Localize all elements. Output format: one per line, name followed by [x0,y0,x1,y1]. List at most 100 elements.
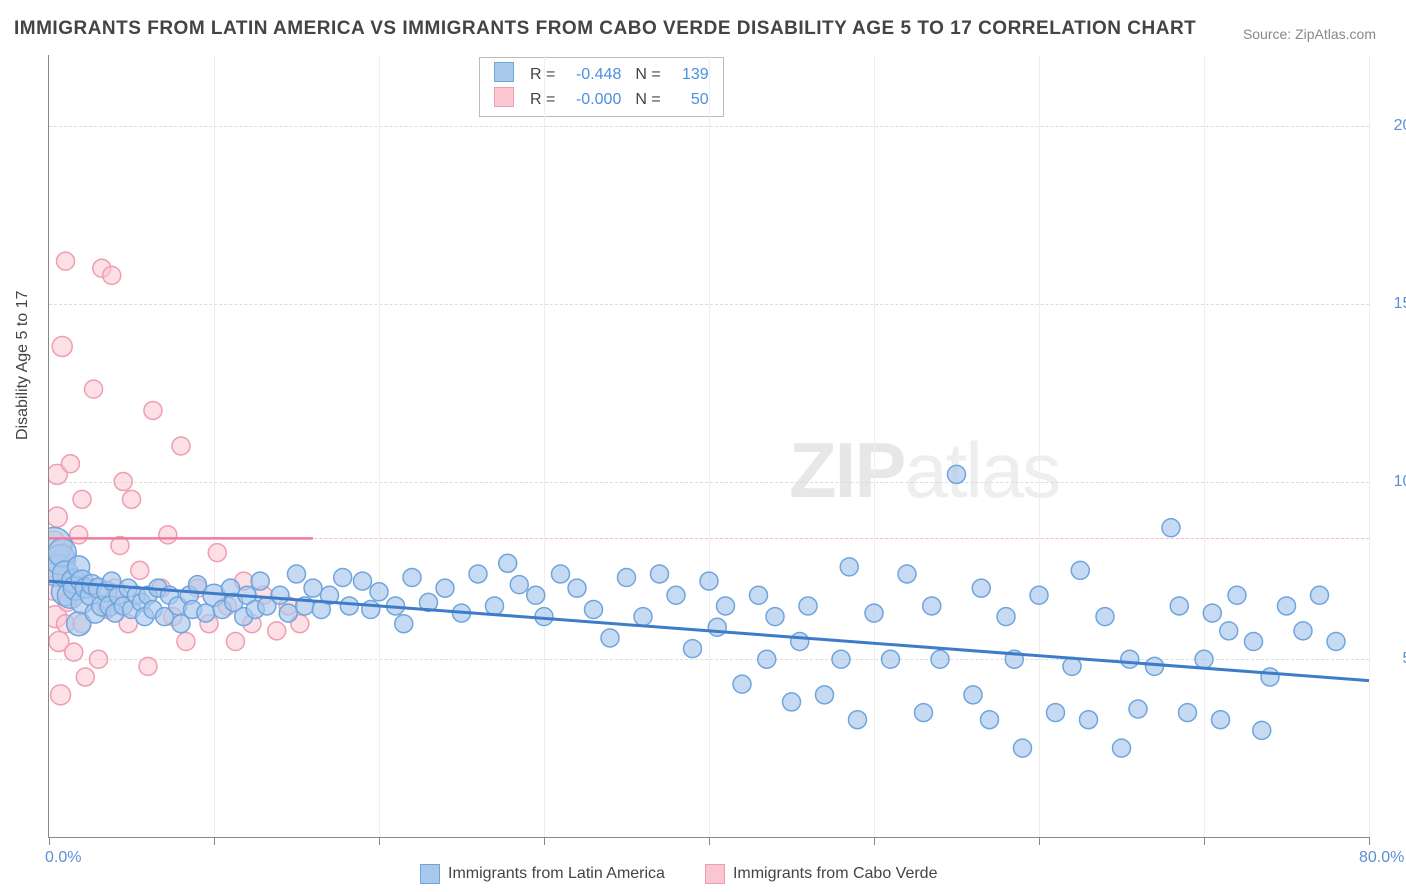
data-point-latin [1080,711,1098,729]
data-point-latin [1121,650,1139,668]
data-point-latin [1195,650,1213,668]
data-point-cabo [65,643,83,661]
data-point-cabo [144,401,162,419]
data-point-latin [1278,597,1296,615]
x-tick-label: 80.0% [1359,849,1406,867]
data-point-latin [1162,519,1180,537]
data-point-latin [601,629,619,647]
x-tick-label: 0.0% [45,849,81,867]
data-point-cabo [131,561,149,579]
y-tick-label: 20.0% [1379,117,1406,135]
data-point-latin [527,586,545,604]
data-point-latin [1014,739,1032,757]
data-point-latin [1228,586,1246,604]
data-point-cabo [172,437,190,455]
data-point-latin [1179,704,1197,722]
data-point-latin [251,572,269,590]
data-point-latin [799,597,817,615]
data-point-latin [651,565,669,583]
data-point-latin [1245,633,1263,651]
legend-label-cabo: Immigrants from Cabo Verde [733,865,938,882]
data-point-latin [1071,561,1089,579]
data-point-latin [931,650,949,668]
legend-swatch-cabo [705,864,725,884]
data-point-latin [849,711,867,729]
data-point-latin [783,693,801,711]
scatter-svg [49,55,1369,837]
data-point-latin [395,615,413,633]
data-point-cabo [226,633,244,651]
data-point-latin [923,597,941,615]
x-tick [1369,837,1370,845]
data-point-latin [279,604,297,622]
data-point-latin [271,586,289,604]
data-point-latin [667,586,685,604]
data-point-latin [370,583,388,601]
data-point-latin [340,597,358,615]
data-point-latin [1294,622,1312,640]
data-point-cabo [76,668,94,686]
data-point-latin [469,565,487,583]
data-point-cabo [139,657,157,675]
x-tick [1039,837,1040,845]
x-tick [49,837,50,845]
gridline-v [1369,55,1370,837]
x-tick [874,837,875,845]
x-tick [379,837,380,845]
data-point-latin [840,558,858,576]
data-point-latin [816,686,834,704]
data-point-cabo [159,526,177,544]
data-point-cabo [268,622,286,640]
data-point-latin [552,565,570,583]
data-point-latin [766,608,784,626]
data-point-latin [585,601,603,619]
data-point-latin [1030,586,1048,604]
data-point-latin [486,597,504,615]
source-label: Source: ZipAtlas.com [1243,26,1376,42]
x-tick [214,837,215,845]
y-tick-label: 15.0% [1379,295,1406,313]
data-point-latin [865,604,883,622]
data-point-latin [1220,622,1238,640]
data-point-latin [362,601,380,619]
data-point-cabo [85,380,103,398]
data-point-latin [1047,704,1065,722]
legend-item-latin: Immigrants from Latin America [420,864,665,884]
legend-item-cabo: Immigrants from Cabo Verde [705,864,938,884]
data-point-cabo [73,490,91,508]
data-point-latin [403,569,421,587]
data-point-latin [964,686,982,704]
x-tick [544,837,545,845]
data-point-latin [972,579,990,597]
data-point-latin [898,565,916,583]
data-point-latin [733,675,751,693]
data-point-cabo [70,526,88,544]
data-point-cabo [61,455,79,473]
data-point-latin [334,569,352,587]
data-point-cabo [177,633,195,651]
data-point-latin [997,608,1015,626]
data-point-cabo [103,266,121,284]
data-point-latin [618,569,636,587]
data-point-cabo [49,507,67,527]
data-point-latin [436,579,454,597]
data-point-latin [700,572,718,590]
data-point-latin [1170,597,1188,615]
data-point-latin [568,579,586,597]
chart-title: IMMIGRANTS FROM LATIN AMERICA VS IMMIGRA… [14,18,1196,40]
y-tick-label: 5.0% [1379,650,1406,668]
legend-swatch-latin [420,864,440,884]
data-point-latin [1129,700,1147,718]
data-point-latin [708,618,726,636]
data-point-latin [717,597,735,615]
data-point-latin [1311,586,1329,604]
chart-plot-area: ZIPatlas R =-0.448N =139R =-0.000N =50 5… [48,55,1369,838]
data-point-latin [1253,721,1271,739]
data-point-latin [1212,711,1230,729]
data-point-latin [882,650,900,668]
data-point-latin [1096,608,1114,626]
data-point-cabo [51,685,71,705]
data-point-latin [981,711,999,729]
data-point-latin [304,579,322,597]
data-point-latin [684,640,702,658]
